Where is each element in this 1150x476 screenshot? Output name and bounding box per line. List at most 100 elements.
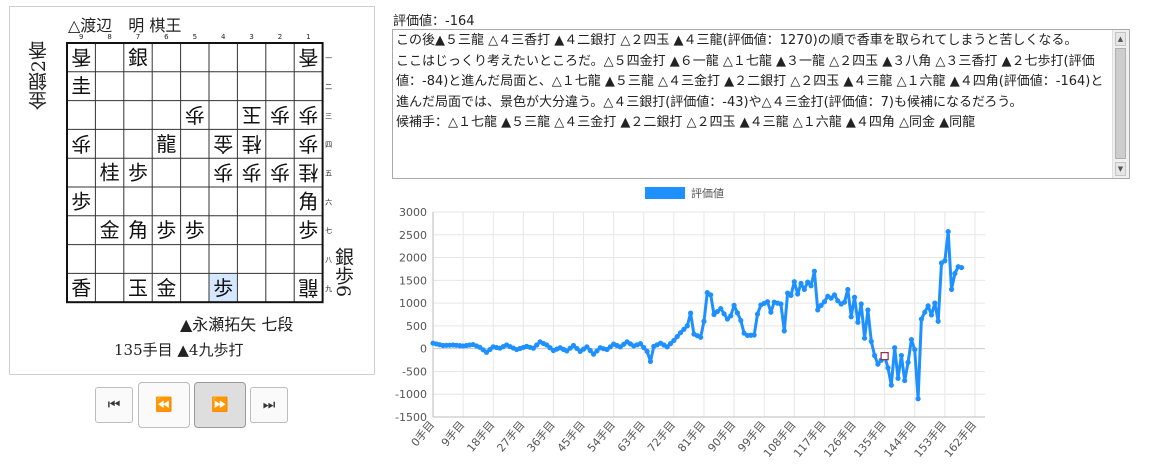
evaluation-point[interactable] xyxy=(815,307,821,313)
gote-piece[interactable]: 桂 xyxy=(242,132,262,156)
sente-piece[interactable]: 龍 xyxy=(156,132,176,156)
evaluation-point[interactable] xyxy=(848,314,854,320)
evaluation-point[interactable] xyxy=(534,342,540,348)
evaluation-point[interactable] xyxy=(821,299,828,305)
evaluation-point[interactable] xyxy=(738,317,744,324)
scroll-up-arrow-icon[interactable]: ▲ xyxy=(1115,32,1126,46)
evaluation-point[interactable] xyxy=(714,308,720,315)
evaluation-point[interactable] xyxy=(875,361,881,367)
evaluation-point[interactable] xyxy=(530,345,536,351)
evaluation-point[interactable] xyxy=(728,313,734,319)
evaluation-point[interactable] xyxy=(912,346,918,353)
evaluation-point[interactable] xyxy=(667,341,674,347)
evaluation-point[interactable] xyxy=(915,396,921,402)
evaluation-point[interactable] xyxy=(637,341,644,347)
evaluation-point[interactable] xyxy=(754,311,761,317)
evaluation-point[interactable] xyxy=(587,347,593,354)
evaluation-point[interactable] xyxy=(641,344,647,351)
sente-piece[interactable]: 歩 xyxy=(185,218,205,242)
evaluation-point[interactable] xyxy=(945,228,951,235)
evaluation-point[interactable] xyxy=(731,302,737,308)
evaluation-point[interactable] xyxy=(892,345,898,351)
evaluation-point[interactable] xyxy=(778,301,784,307)
evaluation-point[interactable] xyxy=(594,348,600,354)
evaluation-point[interactable] xyxy=(872,352,878,359)
evaluation-point[interactable] xyxy=(647,358,654,365)
last-move-button[interactable]: ⏭ xyxy=(250,387,288,423)
evaluation-point[interactable] xyxy=(905,359,911,365)
scroll-down-arrow-icon[interactable]: ▼ xyxy=(1115,162,1126,176)
legend-swatch[interactable] xyxy=(645,187,685,199)
sente-piece[interactable]: 金 xyxy=(100,218,120,242)
evaluation-point[interactable] xyxy=(674,333,680,340)
sente-piece[interactable]: 桂 xyxy=(100,161,120,185)
evaluation-point[interactable] xyxy=(801,286,807,293)
evaluation-point[interactable] xyxy=(818,302,824,308)
evaluation-point[interactable] xyxy=(808,283,814,289)
evaluation-point[interactable] xyxy=(902,377,908,384)
evaluation-point[interactable] xyxy=(644,348,650,354)
evaluation-point[interactable] xyxy=(798,280,804,287)
next-move-button[interactable]: ⏩ xyxy=(194,382,246,428)
gote-piece[interactable]: 龍 xyxy=(298,276,318,300)
sente-piece[interactable]: 角 xyxy=(298,189,318,213)
gote-piece[interactable]: 歩 xyxy=(242,161,262,185)
evaluation-point[interactable] xyxy=(677,330,684,336)
current-move-marker[interactable] xyxy=(880,352,889,361)
evaluation-point[interactable] xyxy=(711,311,717,318)
sente-piece[interactable]: 圭 xyxy=(71,74,91,98)
sente-piece[interactable]: 歩 xyxy=(156,218,176,242)
gote-piece[interactable]: 歩 xyxy=(71,132,91,156)
evaluation-point[interactable] xyxy=(671,337,677,344)
evaluation-point[interactable] xyxy=(851,294,858,300)
evaluation-point[interactable] xyxy=(791,279,797,285)
sente-piece[interactable]: 歩 xyxy=(213,276,233,300)
evaluation-point[interactable] xyxy=(574,345,580,352)
comment-scrollbar[interactable]: ▲ ▼ xyxy=(1112,30,1129,178)
evaluation-point[interactable] xyxy=(724,316,730,322)
first-move-button[interactable]: ⏮ xyxy=(95,387,133,423)
evaluation-point[interactable] xyxy=(935,318,941,324)
evaluation-point[interactable] xyxy=(688,310,694,316)
evaluation-point[interactable] xyxy=(751,332,757,338)
evaluation-point[interactable] xyxy=(898,352,904,359)
evaluation-point[interactable] xyxy=(788,292,794,298)
evaluation-point[interactable] xyxy=(708,292,714,298)
analysis-comment-textarea[interactable]: この後▲５三龍 △４三香打 ▲４二銀打 △２四玉 ▲４三龍(評価値：1270)の… xyxy=(392,29,1130,179)
evaluation-point[interactable] xyxy=(925,303,931,309)
evaluation-point[interactable] xyxy=(768,309,774,315)
evaluation-point[interactable] xyxy=(932,300,938,306)
evaluation-point[interactable] xyxy=(570,342,577,349)
gote-piece[interactable]: 歩 xyxy=(213,161,233,185)
evaluation-point[interactable] xyxy=(664,344,670,350)
gote-piece[interactable]: 桂 xyxy=(298,161,318,185)
evaluation-point[interactable] xyxy=(865,307,871,313)
evaluation-point[interactable] xyxy=(698,334,704,340)
evaluation-point[interactable] xyxy=(684,323,690,329)
evaluation-point[interactable] xyxy=(590,351,597,357)
evaluation-point[interactable] xyxy=(885,365,891,371)
evaluation-point[interactable] xyxy=(922,309,928,315)
evaluation-point[interactable] xyxy=(811,268,817,274)
gote-piece[interactable]: 歩 xyxy=(270,161,290,185)
sente-piece[interactable]: 金 xyxy=(156,276,176,300)
gote-piece[interactable]: 歩 xyxy=(298,132,318,156)
evaluation-point[interactable] xyxy=(958,264,965,271)
prev-move-button[interactable]: ⏪ xyxy=(138,382,190,428)
evaluation-point[interactable] xyxy=(721,311,727,317)
evaluation-point[interactable] xyxy=(701,318,707,324)
evaluation-point[interactable] xyxy=(584,344,590,350)
sente-piece[interactable]: 歩 xyxy=(71,189,91,213)
gote-piece[interactable]: 歩 xyxy=(298,103,318,127)
gote-piece[interactable]: 歩 xyxy=(185,103,205,127)
evaluation-point[interactable] xyxy=(764,299,771,305)
evaluation-point[interactable] xyxy=(734,310,741,316)
evaluation-point[interactable] xyxy=(855,319,861,325)
evaluation-point[interactable] xyxy=(781,328,787,334)
scroll-thumb[interactable] xyxy=(1115,48,1126,159)
evaluation-point[interactable] xyxy=(952,270,958,277)
sente-piece[interactable]: 玉 xyxy=(128,276,148,300)
gote-piece[interactable]: 香 xyxy=(298,45,318,69)
evaluation-point[interactable] xyxy=(828,295,834,301)
gote-piece[interactable]: 金 xyxy=(213,132,233,156)
